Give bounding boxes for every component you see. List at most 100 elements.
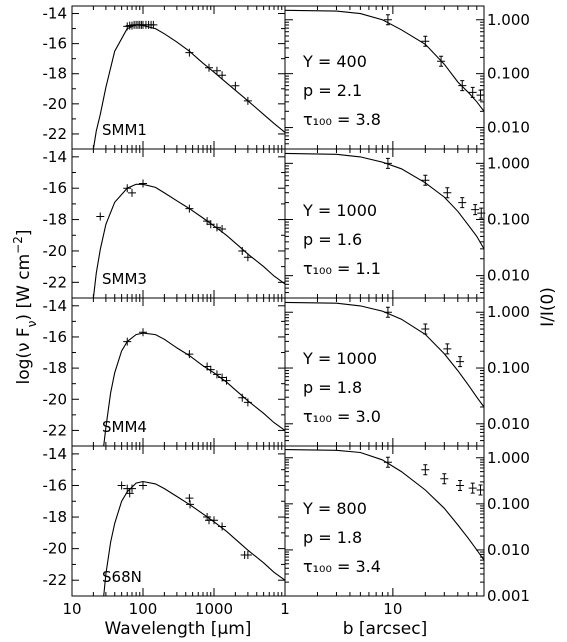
sed-y-tick-label: -22 (43, 125, 68, 143)
sed-panel-s68n: -14 -16 -18 -20 -22 10 100 1000 S68N (43, 445, 286, 618)
sed-x-tick-label: 10 (62, 600, 81, 618)
profile-y-tick-label: 0.100 (487, 359, 530, 377)
sed-data-point (231, 81, 240, 90)
sed-y-tick-label: -22 (43, 571, 68, 589)
sed-y-tick-label: -16 (43, 179, 68, 197)
profile-panel-s68n: 1.000 0.100 0.010 0.001 1 10 Y = 800 p = 1.8 τ₁₀… (280, 445, 530, 618)
profile-y-tick-label: 1.000 (487, 303, 530, 321)
sed-data-point (139, 481, 147, 490)
sed-data-point (185, 204, 194, 213)
profile-data-point (456, 356, 465, 368)
profile-data-point (443, 187, 452, 199)
param-y: Y = 400 (302, 52, 367, 71)
profile-data-point (456, 480, 465, 492)
profile-y-tick-label: 0.010 (487, 541, 530, 559)
param-y: Y = 1000 (302, 349, 377, 368)
sed-data-point (212, 66, 221, 75)
y-axis-title-left: log(ν Fν) [W cm−2] (11, 229, 39, 384)
sed-y-tick-label: -16 (43, 476, 68, 494)
x-axis-title-left: Wavelength [μm] (105, 619, 252, 639)
sed-data-point (218, 224, 227, 233)
param-p: p = 1.8 (303, 378, 362, 397)
panels: -14 -16 -18 -20 -22 SMM1 1.000 0.100 0.010 Y = 40… (43, 5, 530, 618)
sed-x-tick-label: 1000 (195, 600, 233, 618)
sed-data-point (128, 484, 137, 493)
sed-data-point (218, 522, 227, 531)
profile-data-point (383, 306, 392, 318)
sed-data-point (243, 253, 252, 262)
sed-y-tick-label: -18 (43, 359, 68, 377)
sed-data-point (204, 63, 213, 72)
profile-data-point (421, 323, 430, 335)
profile-y-tick-label: 1.000 (487, 449, 530, 467)
profile-panel-smm4: 1.000 0.100 0.010 Y = 1000 p = 1.8 τ₁₀₀ = 3.0 (284, 297, 530, 447)
sed-model-curve (103, 332, 286, 447)
sed-data-point (149, 20, 158, 29)
sed-data-point (243, 96, 252, 105)
source-label: SMM4 (102, 418, 147, 436)
profile-frame (284, 445, 485, 597)
profile-data-point (476, 89, 485, 101)
param-tau: τ₁₀₀ = 3.4 (303, 557, 381, 576)
sed-y-tick-label: -20 (43, 390, 68, 408)
profile-data-point (383, 14, 392, 26)
profile-panel-smm3: 1.000 0.100 0.010 Y = 1000 p = 1.6 τ₁₀₀ = 1.1 (284, 148, 530, 299)
sed-data-point (117, 481, 126, 490)
profile-data-point (476, 484, 485, 496)
sed-panel-smm4: -14 -16 -18 -20 -22 SMM4 (43, 297, 286, 447)
sed-data-point (128, 21, 137, 30)
profile-data-point (468, 86, 477, 98)
y-axis-title-right: I/I(0) (538, 287, 558, 327)
profile-data-point (458, 80, 467, 92)
source-label: S68N (102, 568, 142, 586)
sed-data-point (96, 212, 105, 221)
profile-data-point (383, 456, 392, 468)
profile-data-point (421, 35, 430, 47)
profile-data-point (421, 464, 430, 476)
profile-y-tick-label: 0.100 (487, 210, 530, 228)
sed-y-tick-label: -16 (43, 35, 68, 53)
sed-y-tick-label: -18 (43, 211, 68, 229)
sed-data-point (186, 500, 195, 509)
sed-y-tick-label: -14 (43, 5, 68, 23)
profile-data-point (458, 197, 467, 209)
sed-y-tick-label: -16 (43, 328, 68, 346)
profile-data-point (443, 343, 452, 355)
sed-data-point (206, 365, 215, 374)
sed-data-point (210, 516, 218, 525)
sed-data-point (206, 220, 215, 229)
profile-data-point (477, 207, 486, 219)
profile-data-point (421, 174, 430, 186)
param-p: p = 1.8 (303, 528, 362, 547)
profile-y-tick-label: 0.100 (487, 65, 530, 83)
sed-data-point (185, 494, 194, 503)
x-axis-title-right: b [arcsec] (343, 619, 428, 639)
sed-y-tick-label: -14 (43, 297, 68, 315)
sed-y-tick-label: -20 (43, 95, 68, 113)
source-label: SMM1 (102, 121, 147, 139)
profile-data-point (468, 482, 477, 494)
profile-data-point (471, 204, 480, 216)
sed-data-point (125, 489, 134, 498)
sed-y-tick-label: -18 (43, 65, 68, 83)
sed-data-point (238, 246, 247, 255)
profile-x-tick-label: 1 (280, 600, 290, 618)
param-tau: τ₁₀₀ = 1.1 (303, 259, 381, 278)
sed-data-point (185, 48, 194, 57)
sed-data-point (212, 370, 221, 379)
profile-y-tick-label: 0.010 (487, 415, 530, 433)
sed-data-point (185, 350, 194, 359)
sed-data-point (212, 223, 221, 232)
profile-model-curve (284, 449, 485, 561)
sed-panel-smm1: -14 -16 -18 -20 -22 SMM1 (43, 5, 286, 150)
source-label: SMM3 (102, 270, 147, 288)
sed-y-tick-label: -22 (43, 421, 68, 439)
param-p: p = 1.6 (303, 230, 362, 249)
sed-y-tick-label: -20 (43, 242, 68, 260)
sed-data-point (222, 376, 231, 385)
sed-data-point (123, 184, 132, 193)
sed-panel-smm3: -14 -16 -18 -20 -22 SMM3 (43, 148, 286, 299)
profile-data-point (383, 157, 392, 169)
profile-y-tick-label: 0.010 (487, 119, 530, 137)
